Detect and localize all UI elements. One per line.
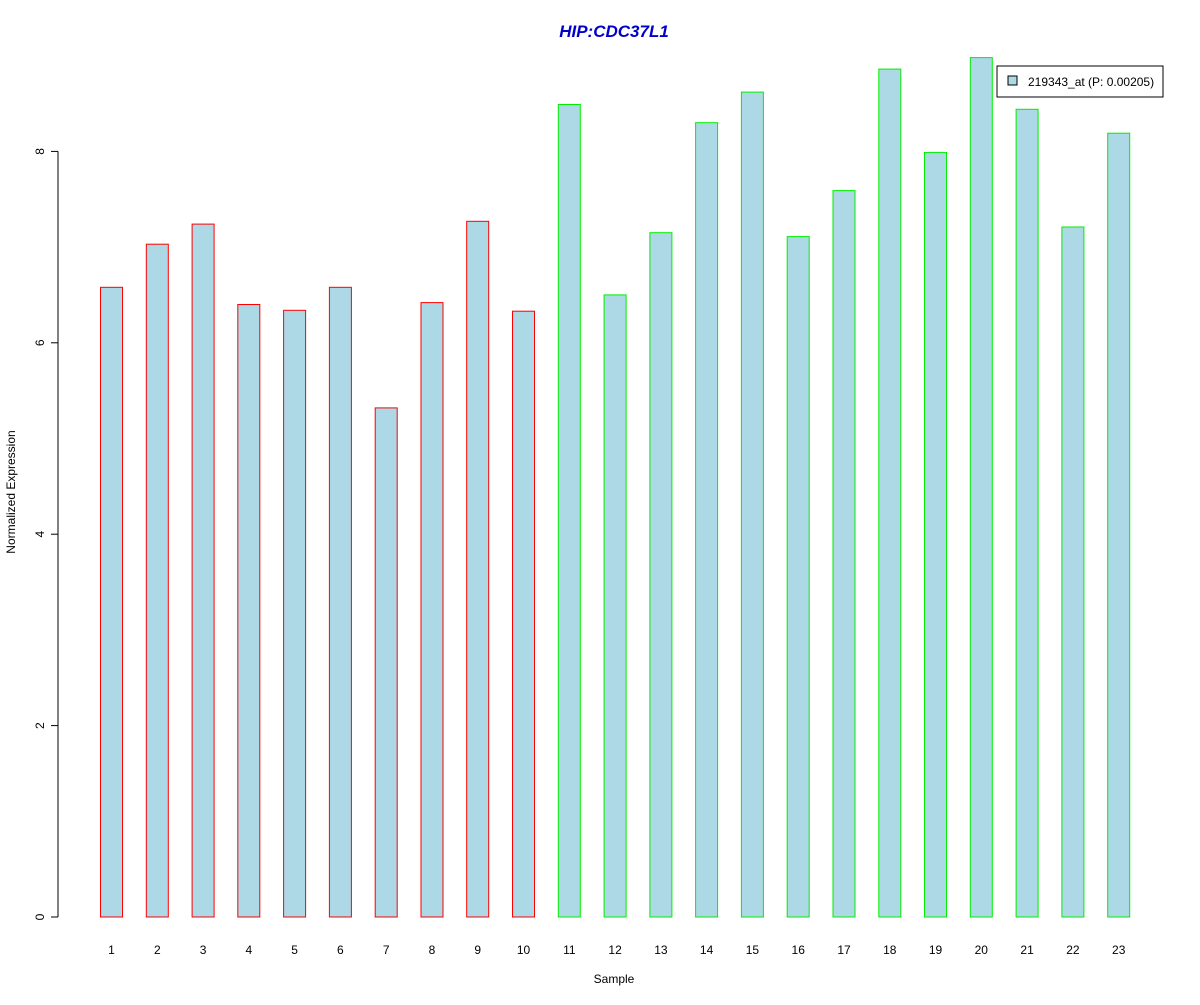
x-tick-label: 18 (883, 943, 897, 957)
x-tick-label: 21 (1020, 943, 1034, 957)
legend: 219343_at (P: 0.00205) (996, 65, 1164, 98)
bars (100, 57, 1131, 918)
bar-sample-22 (1061, 226, 1085, 918)
bar-sample-15 (740, 91, 764, 918)
bar-sample-21 (1015, 108, 1039, 918)
x-tick-label: 19 (929, 943, 943, 957)
x-tick-label: 4 (245, 943, 252, 957)
x-axis: 1 2 3 4 5 6 7 8 9 10 11 12 13 14 15 16 17 18 19 20 21 22 23 (108, 943, 1126, 957)
bar-sample-6 (328, 286, 352, 918)
y-axis-label: Normalized Expression (4, 430, 18, 553)
x-tick-label: 10 (517, 943, 531, 957)
x-tick-label: 2 (154, 943, 161, 957)
x-tick-label: 1 (108, 943, 115, 957)
x-tick-label: 16 (792, 943, 806, 957)
y-tick-label: 4 (33, 531, 47, 538)
legend-label: 219343_at (P: 0.00205) (1028, 75, 1154, 89)
bar-sample-16 (786, 236, 810, 918)
x-tick-label: 23 (1112, 943, 1126, 957)
x-tick-label: 13 (654, 943, 668, 957)
bar-sample-13 (649, 232, 673, 918)
bar-sample-20 (969, 57, 993, 918)
x-axis-label: Sample (594, 972, 635, 986)
legend-swatch (1007, 75, 1018, 86)
bar-sample-8 (420, 302, 444, 918)
x-tick-label: 11 (563, 943, 576, 957)
y-tick-label: 6 (33, 339, 47, 346)
y-tick-label: 8 (33, 148, 47, 155)
x-tick-label: 12 (608, 943, 622, 957)
bar-sample-23 (1107, 132, 1131, 918)
bar-sample-19 (924, 151, 947, 918)
x-tick-label: 5 (291, 943, 298, 957)
bar-sample-7 (374, 407, 398, 918)
y-tick-label: 2 (33, 722, 47, 729)
bar-sample-9 (466, 220, 490, 918)
bar-sample-3 (191, 223, 215, 918)
x-tick-label: 22 (1066, 943, 1080, 957)
bar-sample-2 (145, 243, 169, 918)
bar-sample-11 (557, 104, 581, 918)
x-tick-label: 15 (746, 943, 760, 957)
x-tick-label: 20 (975, 943, 989, 957)
x-tick-label: 3 (200, 943, 207, 957)
chart-title: HIP:CDC37L1 (559, 22, 669, 41)
bar-sample-5 (283, 309, 307, 918)
legend-box (996, 65, 1164, 98)
bar-sample-1 (100, 286, 123, 918)
y-axis: 0 2 4 6 8 (33, 148, 59, 920)
x-tick-label: 17 (837, 943, 851, 957)
x-tick-label: 9 (474, 943, 481, 957)
x-tick-label: 8 (429, 943, 436, 957)
bar-sample-17 (832, 190, 856, 918)
x-tick-label: 7 (383, 943, 390, 957)
bar-sample-14 (695, 122, 719, 918)
bar-sample-10 (512, 310, 535, 918)
x-tick-label: 14 (700, 943, 714, 957)
x-tick-label: 6 (337, 943, 344, 957)
y-tick-label: 0 (33, 913, 47, 920)
bar-sample-12 (603, 294, 627, 918)
bar-sample-18 (878, 68, 902, 918)
bar-sample-4 (237, 304, 261, 918)
